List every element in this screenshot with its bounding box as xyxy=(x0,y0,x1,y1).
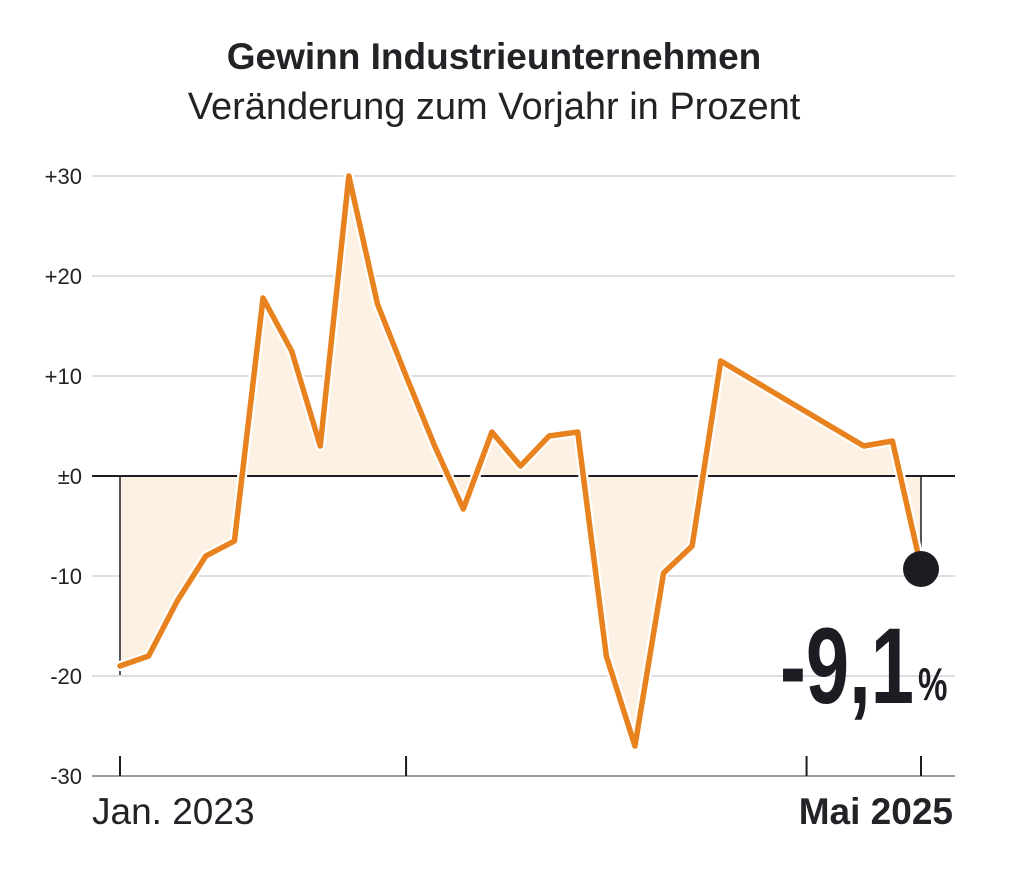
last-value-marker xyxy=(903,551,939,587)
y-tick-label: -20 xyxy=(50,664,82,689)
series-area xyxy=(120,176,921,746)
last-value-callout: -9,1% xyxy=(780,605,947,726)
y-tick-label: +20 xyxy=(45,264,82,289)
y-tick-label: -30 xyxy=(50,764,82,789)
series-line xyxy=(115,171,926,751)
x-axis: Jan. 2023 Mai 2025 xyxy=(92,756,955,832)
callout-value: -9,1 xyxy=(780,605,914,726)
y-tick-label: +30 xyxy=(45,164,82,189)
y-axis-tick-labels: +30 +20 +10 ±0 -10 -20 -30 xyxy=(45,164,82,789)
x-start-label: Jan. 2023 xyxy=(92,791,255,832)
last-value-dot xyxy=(903,551,939,587)
series-line-path xyxy=(117,173,924,749)
area-fill xyxy=(120,176,921,746)
y-tick-label: ±0 xyxy=(58,464,82,489)
y-tick-label: -10 xyxy=(50,564,82,589)
callout-unit: % xyxy=(918,660,947,710)
y-tick-label: +10 xyxy=(45,364,82,389)
x-end-label: Mai 2025 xyxy=(799,791,953,832)
chart-title: Gewinn Industrieunternehmen xyxy=(226,36,762,77)
chart-subtitle: Veränderung zum Vorjahr in Prozent xyxy=(187,86,801,128)
